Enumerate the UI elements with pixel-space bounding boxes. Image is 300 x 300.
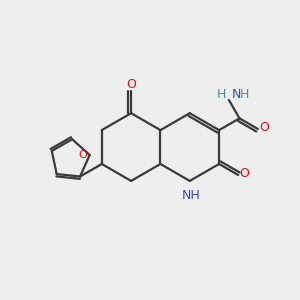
Text: O: O: [240, 167, 250, 180]
Text: O: O: [79, 150, 88, 160]
Text: H: H: [217, 88, 226, 100]
Text: O: O: [260, 121, 269, 134]
Text: N: N: [232, 88, 241, 100]
Text: NH: NH: [182, 189, 201, 202]
Text: H: H: [240, 88, 249, 100]
Text: O: O: [126, 78, 136, 91]
